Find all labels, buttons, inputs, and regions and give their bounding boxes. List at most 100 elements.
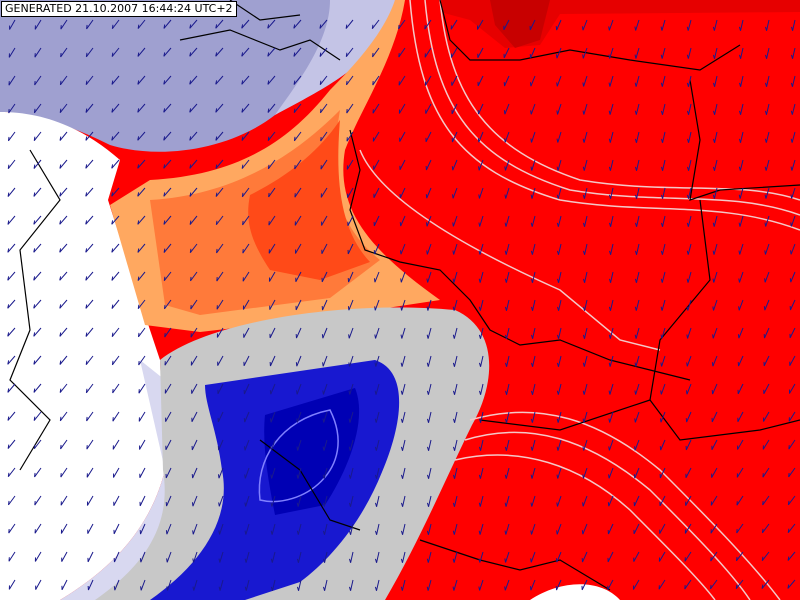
wind-arrow [137, 131, 146, 141]
wind-arrow [400, 551, 406, 563]
wind-arrow [85, 131, 94, 141]
wind-arrow [789, 299, 796, 311]
wind-arrow [530, 159, 536, 171]
wind-arrow [7, 215, 16, 225]
border [439, 0, 741, 71]
wind-arrow [166, 579, 172, 591]
wind-arrow [608, 327, 614, 339]
wind-arrow [582, 187, 588, 199]
wind-arrow [374, 551, 380, 563]
wind-arrow [426, 551, 432, 563]
wind-arrow [319, 75, 328, 85]
wind-arrow [322, 467, 328, 479]
wind-arrow [530, 467, 536, 479]
wind-arrow [556, 383, 562, 395]
wind-arrow [531, 327, 536, 339]
wind-arrow [738, 271, 744, 283]
wind-arrow [790, 47, 796, 59]
wind-arrow [34, 19, 42, 30]
wind-arrow [711, 467, 718, 478]
wind-arrow [138, 383, 146, 394]
border [649, 399, 800, 441]
wind-arrow [60, 47, 68, 58]
wind-arrow [789, 355, 796, 366]
wind-arrow [348, 523, 354, 535]
wind-arrow [268, 271, 276, 282]
wind-arrow [270, 551, 276, 563]
wind-arrow [530, 215, 536, 227]
wind-arrow [270, 467, 276, 479]
wind-arrow [33, 439, 42, 450]
wind-arrow [218, 551, 224, 563]
wind-arrow [348, 467, 354, 479]
wind-arrow [244, 579, 250, 591]
wind-arrow [269, 355, 276, 367]
wind-arrow [764, 103, 770, 115]
wind-arrow [736, 495, 744, 506]
wind-arrow [790, 131, 796, 143]
wind-arrow [191, 383, 198, 394]
wind-arrow [112, 411, 120, 422]
wind-arrow [634, 103, 640, 115]
wind-arrow [710, 579, 718, 590]
wind-arrow [427, 467, 432, 479]
neutral-region [0, 112, 165, 600]
wind-arrow [241, 47, 250, 57]
wind-arrow [215, 159, 224, 169]
wind-arrow [241, 19, 250, 29]
wind-arrow [189, 215, 198, 225]
wind-arrow [529, 579, 536, 591]
wind-arrow [163, 47, 172, 57]
wind-arrow [190, 271, 198, 282]
wind-arrow [737, 411, 744, 422]
wind-arrow [790, 243, 796, 255]
wind-arrow [634, 75, 640, 87]
wind-arrow [557, 299, 562, 311]
wind-arrow [424, 75, 432, 86]
wind-arrow [530, 243, 536, 255]
wind-arrow [555, 47, 562, 59]
wind-arrow [321, 243, 328, 254]
wind-arrow [295, 299, 302, 311]
wind-arrow [764, 75, 770, 87]
wind-arrow [426, 495, 432, 507]
wind-arrow [634, 411, 640, 423]
wind-arrow [634, 19, 640, 31]
wind-arrow [34, 523, 42, 534]
wind-arrow [374, 579, 380, 591]
wind-arrow [505, 355, 510, 367]
wind-arrow [556, 187, 562, 199]
wind-arrow [658, 579, 666, 590]
wind-arrow [189, 243, 198, 254]
wind-arrow [163, 131, 172, 141]
wind-arrow [85, 75, 94, 85]
wind-arrow [59, 383, 68, 393]
wind-arrow [113, 551, 120, 563]
wind-arrow [737, 383, 744, 395]
border [479, 199, 711, 431]
wind-arrow [504, 187, 510, 199]
wind-arrow [87, 579, 94, 591]
wind-arrow [581, 19, 588, 31]
wind-arrow [451, 75, 458, 86]
wind-arrow [59, 327, 68, 337]
wind-arrow [137, 19, 146, 29]
wind-arrow [60, 467, 68, 478]
wind-arrow [504, 327, 510, 339]
wind-arrow [33, 215, 42, 225]
wind-arrow [504, 579, 510, 591]
wind-arrow [241, 131, 250, 141]
wind-arrow [137, 215, 146, 225]
wind-arrow [86, 411, 94, 422]
wind-arrow [85, 47, 94, 58]
wind-arrow [33, 383, 42, 393]
wind-arrow [685, 495, 692, 506]
wind-arrow [87, 551, 94, 563]
wind-arrow [165, 439, 172, 450]
wind-arrow [659, 411, 666, 423]
wind-arrow [372, 75, 380, 86]
wind-arrow [504, 439, 510, 451]
wind-arrow [137, 103, 146, 113]
wind-arrow [478, 467, 484, 479]
